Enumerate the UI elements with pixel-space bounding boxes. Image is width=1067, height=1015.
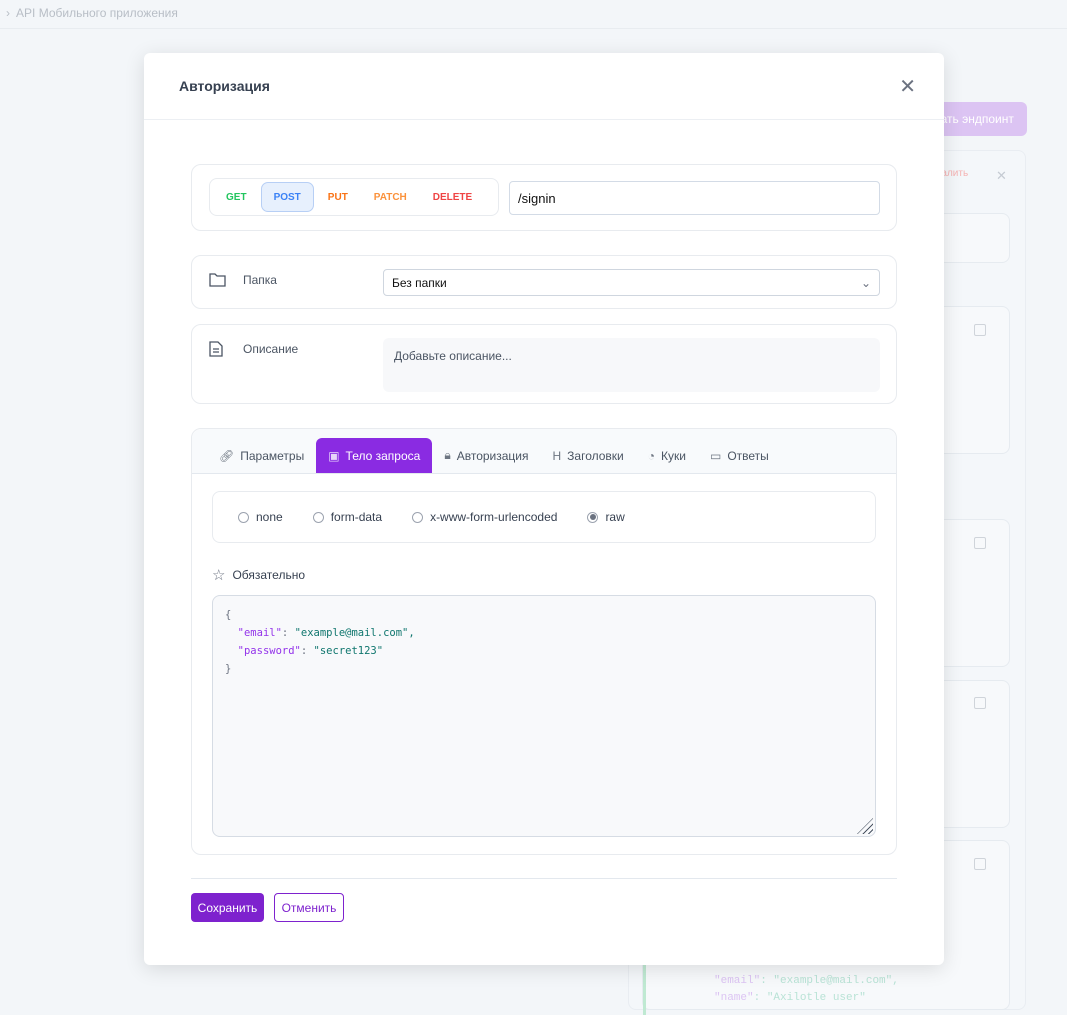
tab-0[interactable]: 🔗︎ Параметры: [207, 438, 316, 473]
tab-label: Ответы: [727, 448, 769, 463]
heading-icon: H: [552, 448, 562, 463]
tab-5[interactable]: ▭ Ответы: [698, 438, 781, 473]
tab-4[interactable]: ◔ Куки: [636, 438, 698, 473]
required-label: Обязательно: [232, 568, 305, 582]
resize-handle[interactable]: [857, 818, 873, 834]
tab-label: Параметры: [240, 448, 305, 463]
method-post-button[interactable]: POST: [260, 182, 314, 212]
lock-icon: 🔒︎: [444, 448, 451, 462]
radio-raw[interactable]: raw: [587, 510, 625, 524]
radio-label: form-data: [330, 510, 383, 524]
method-delete-button[interactable]: DELETE: [432, 191, 473, 203]
description-card: Описание Добавьте описание...: [191, 324, 897, 404]
folder-value: Без папки: [392, 275, 447, 290]
method-get-button[interactable]: GET: [226, 191, 247, 203]
star-icon: ☆: [212, 567, 226, 584]
tab-1[interactable]: ▣ Тело запроса: [316, 438, 433, 473]
tab-label: Заголовки: [567, 448, 624, 463]
modal-title: Авторизация: [179, 78, 270, 94]
link-icon: 🔗︎: [219, 448, 235, 463]
folder-card: Папка Без папки ⌄: [191, 255, 897, 309]
radio-circle[interactable]: [238, 511, 249, 523]
code-line: "email": "example@mail.com",: [714, 975, 899, 987]
copy-icon[interactable]: [974, 324, 986, 336]
description-input[interactable]: Добавьте описание...: [383, 338, 880, 392]
radio-none[interactable]: none: [238, 510, 283, 524]
folder-icon: [209, 273, 226, 287]
radio-circle[interactable]: [412, 511, 424, 523]
close-icon[interactable]: ✕: [996, 168, 1007, 183]
tab-bar: 🔗︎ Параметры ▣ Тело запроса 🔒︎ Авторизация H За…: [192, 429, 896, 474]
method-put-button[interactable]: PUT: [327, 191, 348, 203]
cancel-button[interactable]: Отменить: [274, 893, 344, 922]
folder-select[interactable]: Без папки ⌄: [383, 269, 880, 296]
file-code-icon: ▣: [328, 448, 340, 463]
description-label: Описание: [243, 342, 299, 356]
copy-icon[interactable]: [974, 537, 986, 549]
radio-circle[interactable]: [587, 511, 599, 523]
method-patch-button[interactable]: PATCH: [373, 191, 407, 203]
folder-label: Папка: [243, 273, 277, 287]
method-url-card: GET POST PUT PATCH DELETE /signin: [191, 164, 897, 231]
method-selector: GET POST PUT PATCH DELETE: [209, 178, 499, 216]
close-icon[interactable]: ✕: [899, 75, 916, 98]
code-bar: [643, 955, 646, 1015]
tab-2[interactable]: 🔒︎ Авторизация: [432, 438, 540, 473]
request-tabs-card: 🔗︎ Параметры ▣ Тело запроса 🔒︎ Авторизация H За…: [191, 428, 897, 855]
tab-3[interactable]: H Заголовки: [541, 438, 636, 473]
copy-icon[interactable]: [974, 858, 986, 870]
body-type-radios: none form-data x-www-form-urlencoded raw: [212, 491, 876, 543]
divider: [0, 28, 1067, 29]
copy-icon[interactable]: [974, 697, 986, 709]
message-icon: ▭: [709, 448, 722, 463]
delete-button[interactable]: Удалить: [930, 168, 969, 179]
tab-label: Тело запроса: [345, 448, 421, 463]
tab-label: Авторизация: [456, 448, 529, 463]
radio-circle[interactable]: [312, 511, 324, 523]
save-button[interactable]: Сохранить: [191, 893, 264, 922]
chevron-down-icon: ⌄: [860, 275, 871, 290]
breadcrumb-label: API Мобильного приложения: [16, 6, 178, 20]
breadcrumb[interactable]: › API Мобильного приложения: [6, 6, 178, 20]
cookie-icon: ◔: [647, 448, 656, 463]
url-input[interactable]: /signin: [509, 181, 880, 215]
endpoint-modal: Авторизация ✕ GET POST PUT PATCH DELETE /sig…: [144, 53, 944, 965]
radio-label: raw: [605, 510, 625, 524]
document-icon: [209, 341, 223, 357]
code-line: "name": "Axilotle user": [714, 992, 866, 1004]
tab-label: Куки: [661, 448, 686, 463]
radio-label: x-www-form-urlencoded: [430, 510, 558, 524]
modal-header: Авторизация ✕: [144, 53, 944, 120]
required-toggle[interactable]: ☆ Обязательно: [212, 566, 305, 584]
divider: [191, 878, 897, 879]
body-editor[interactable]: { "email": "example@mail.com", "password…: [212, 595, 876, 837]
radio-label: none: [256, 510, 283, 524]
radio-x-www-form-urlencoded[interactable]: x-www-form-urlencoded: [412, 510, 557, 524]
radio-form-data[interactable]: form-data: [312, 510, 383, 524]
